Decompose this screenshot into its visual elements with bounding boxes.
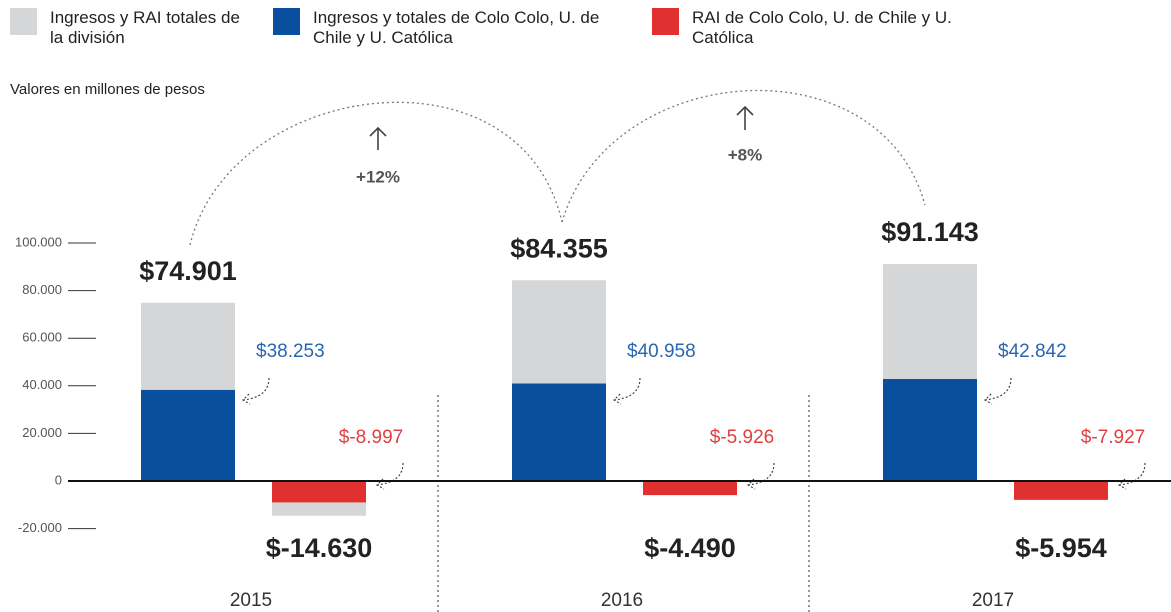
legend-swatch (652, 8, 679, 35)
bar (272, 481, 366, 503)
bar (1014, 481, 1108, 500)
pointer (1118, 462, 1146, 490)
y-tick-label: 20.000 (22, 425, 62, 440)
y-tick-label: 0 (55, 472, 62, 487)
legend-label: Ingresos y totales de Colo Colo, U. de C… (313, 8, 600, 47)
annotation: +12% (356, 167, 400, 186)
bar (141, 389, 235, 481)
bar (883, 379, 977, 481)
pointer (747, 462, 775, 490)
data-label: $-8.997 (339, 427, 403, 448)
data-label: $91.143 (881, 217, 979, 247)
y-tick-label: 40.000 (22, 377, 62, 392)
pointer (242, 377, 270, 405)
legend-label: RAI de Colo Colo, U. de Chile y U. Catól… (692, 8, 952, 47)
data-label: $-7.927 (1081, 427, 1145, 448)
data-label: $84.355 (510, 233, 608, 263)
arrow (736, 105, 754, 130)
data-label: $74.901 (139, 256, 237, 286)
y-tick-label: -20.000 (18, 520, 62, 535)
x-tick-label: 2017 (972, 590, 1014, 611)
y-tick-label: 100.000 (15, 234, 62, 249)
x-tick-label: 2015 (230, 590, 272, 611)
legend-swatch (10, 8, 37, 35)
data-label: $-5.926 (710, 427, 774, 448)
annotation: +8% (728, 145, 763, 164)
pointer (376, 462, 404, 490)
y-tick-label: 60.000 (22, 330, 62, 345)
data-label: $-14.630 (266, 533, 373, 563)
pointer (613, 377, 641, 405)
legend-swatch (273, 8, 300, 35)
legend-label: Ingresos y RAI totales de la división (50, 8, 240, 47)
pointer (984, 377, 1012, 405)
bar (512, 383, 606, 481)
data-label: $40.958 (627, 341, 696, 362)
data-label: $42.842 (998, 341, 1067, 362)
data-label: $-4.490 (644, 533, 736, 563)
arrow (369, 126, 387, 150)
subtitle: Valores en millones de pesos (10, 81, 205, 98)
data-label: $-5.954 (1015, 533, 1107, 563)
x-tick-label: 2016 (601, 590, 643, 611)
data-label: $38.253 (256, 341, 325, 362)
y-tick-label: 80.000 (22, 282, 62, 297)
bar (643, 481, 737, 496)
